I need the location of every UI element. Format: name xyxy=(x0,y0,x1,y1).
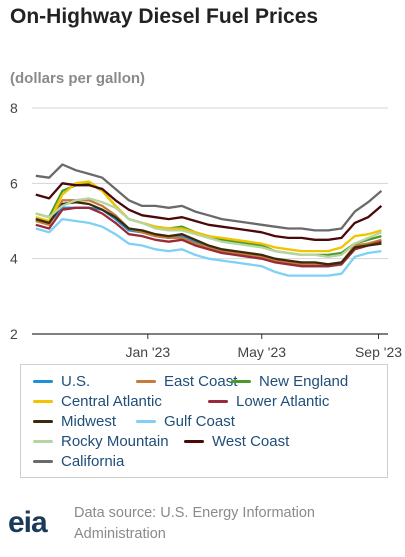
y-tick-label: 2 xyxy=(10,326,18,342)
legend-label: Midwest xyxy=(61,412,117,430)
legend-label: California xyxy=(61,452,125,470)
legend-item: West Coast xyxy=(184,431,289,451)
y-tick-label: 4 xyxy=(10,251,18,267)
legend-swatch xyxy=(231,379,251,383)
legend-swatch xyxy=(136,379,156,383)
legend-label: Rocky Mountain xyxy=(61,432,169,450)
legend-swatch xyxy=(33,459,53,463)
legend-swatch xyxy=(136,419,156,423)
series-line xyxy=(35,182,383,241)
legend-swatch xyxy=(33,439,53,443)
legend-swatch xyxy=(33,399,53,403)
legend-item: Gulf Coast xyxy=(136,411,235,431)
legend-item: Midwest xyxy=(33,411,116,431)
legend-swatch xyxy=(208,399,228,403)
series-line xyxy=(35,197,382,258)
legend-label: U.S. xyxy=(61,372,91,390)
legend-label: West Coast xyxy=(212,432,290,450)
legend-swatch xyxy=(184,439,204,443)
legend-item: Rocky Mountain xyxy=(33,431,169,451)
chart-title: On-Highway Diesel Fuel Prices xyxy=(10,5,319,28)
legend-label: Lower Atlantic xyxy=(236,392,330,410)
legend-item: Lower Atlantic xyxy=(208,391,329,411)
series-line xyxy=(35,217,382,277)
series-line xyxy=(35,182,382,257)
chart-subtitle: (dollars per gallon) xyxy=(10,70,146,87)
legend-label: New England xyxy=(259,372,349,390)
x-tick-label: Sep '23 xyxy=(355,344,402,360)
legend-item: U.S. xyxy=(33,371,90,391)
eia-logo: eia xyxy=(8,506,48,539)
series-line xyxy=(35,180,382,253)
x-tick-label: Jan '23 xyxy=(125,344,170,360)
series-line xyxy=(35,206,382,268)
chart-legend: U.S. East Coast New England Central Atlanti… xyxy=(20,364,388,478)
x-tick-label: May '23 xyxy=(237,344,286,360)
series-line xyxy=(35,201,382,266)
legend-item: East Coast xyxy=(136,371,237,391)
y-tick-label: 8 xyxy=(10,100,18,116)
legend-swatch xyxy=(33,379,53,383)
legend-label: Central Atlantic xyxy=(61,392,162,410)
series-line xyxy=(35,163,383,232)
legend-swatch xyxy=(33,419,53,423)
legend-item: California xyxy=(33,451,124,471)
legend-label: Gulf Coast xyxy=(164,412,235,430)
data-source-note: Data source: U.S. Energy Information Adm… xyxy=(74,505,315,542)
legend-item: Central Atlantic xyxy=(33,391,162,411)
line-chart: 2 4 6 8 Jan '23 May '23 Sep '23 xyxy=(10,100,402,360)
y-tick-label: 6 xyxy=(10,175,18,191)
legend-label: East Coast xyxy=(164,372,238,390)
legend-item: New England xyxy=(231,371,348,391)
